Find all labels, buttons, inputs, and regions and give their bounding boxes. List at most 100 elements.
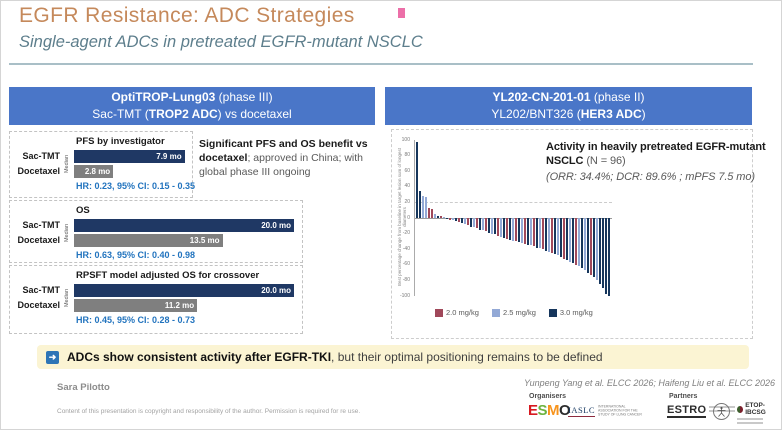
waterfall-bar (467, 218, 470, 226)
trial-right-line1: YL202-CN-201-01 (phase II) (385, 89, 752, 106)
waterfall-bar (590, 218, 593, 275)
etop-tagline-lines (737, 418, 781, 424)
waterfall-bar (494, 218, 497, 235)
right-activity-note: Activity in heavily pretreated EGFR-muta… (546, 140, 781, 184)
bar-track: 20.0 mo (74, 218, 302, 232)
summary-ribbon: ➜ ADCs show consistent activity after EG… (37, 345, 749, 369)
trial-left-drug: Sac-TMT ( (92, 107, 149, 121)
os-hazard-ratio: HR: 0.63, 95% CI: 0.40 - 0.98 (76, 250, 196, 260)
waterfall-bar (503, 218, 506, 238)
waterfall-bar (593, 218, 596, 278)
pfs-chart-title: PFS by investigator (76, 136, 165, 147)
right-chart-frame (391, 129, 753, 339)
y-tick-label: -100 (399, 292, 410, 299)
rpsft-chart-panel: RPSFT model adjusted OS for crossover Me… (9, 265, 303, 334)
os-row-docetaxel: Docetaxel 13.5 mo (10, 233, 302, 247)
y-tick-label: -80 (402, 276, 410, 283)
esmo-letter: E (528, 402, 538, 419)
legend-item: 2.0 mg/kg (435, 308, 479, 317)
legend-swatch (548, 308, 557, 317)
waterfall-bar (422, 196, 425, 218)
waterfall-bar (530, 218, 533, 246)
row-label: Sac-TMT (22, 285, 60, 295)
bar-value-label: 11.2 mo (164, 300, 195, 310)
row-label: Docetaxel (17, 300, 60, 310)
bar-value-label: 20.0 mo (261, 220, 291, 230)
waterfall-bar (428, 207, 431, 218)
waterfall-bar (545, 218, 548, 251)
waterfall-bar (479, 218, 482, 230)
etop-logo-row: ETOP-IBCSG (737, 402, 781, 416)
os-bar-docetaxel: 13.5 mo (74, 233, 223, 247)
waterfall-bar (509, 218, 512, 240)
waterfall-bar (452, 218, 455, 221)
title-divider (9, 63, 753, 65)
rpsft-chart-title: RPSFT model adjusted OS for crossover (76, 270, 260, 281)
waterfall-bar (602, 218, 605, 289)
waterfall-bar (563, 218, 566, 259)
waterfall-bar (608, 218, 611, 296)
waterfall-bar (512, 218, 515, 241)
trial-right-phase: (phase II) (590, 89, 645, 104)
median-label: Median (64, 223, 71, 242)
waterfall-bar (455, 218, 458, 222)
pfs-bar-docetaxel: 2.8 mo (74, 164, 114, 178)
trial-right-drug: YL202/BNT326 ( (491, 107, 581, 121)
legend-label: 2.0 mg/kg (446, 308, 479, 317)
waterfall-bar (491, 218, 494, 234)
waterfall-bar (482, 218, 485, 231)
row-label: Sac-TMT (22, 220, 60, 230)
trial-right-close: ) (641, 107, 646, 121)
bar-track: 2.8 mo (74, 164, 192, 178)
legend-label: 3.0 mg/kg (559, 308, 593, 317)
trial-left-adc-type: TROP2 ADC (148, 107, 218, 121)
waterfall-bar (557, 218, 560, 256)
y-tick-label: 80 (404, 152, 410, 159)
bar-value-label: 2.8 mo (84, 166, 111, 176)
rpsft-bar-sactmt: 20.0 mo (74, 283, 294, 297)
iaslc-tagline: INTERNATIONAL ASSOCIATION FOR THE STUDY … (598, 405, 642, 417)
waterfall-bar (476, 218, 479, 229)
right-note-stats: (ORR: 34.4%; DCR: 89.6% ; mPFS 7.5 mo) (546, 170, 755, 183)
copyright-notice: Content of this presentation is copyrigh… (57, 408, 361, 415)
waterfall-bar (458, 218, 461, 222)
rpsft-median-axis-label: Median (61, 283, 73, 312)
y-tick-label: 100 (401, 136, 410, 143)
waterfall-bar (515, 218, 518, 242)
legend-item: 2.5 mg/kg (491, 308, 536, 317)
pfs-hazard-ratio: HR: 0.23, 95% CI: 0.15 - 0.35 (76, 181, 196, 191)
etop-swirl-icon (737, 405, 744, 413)
waterfall-bar (518, 218, 521, 243)
partners-label: Partners (669, 393, 698, 400)
waterfall-bar (566, 218, 569, 261)
row-label: Sac-TMT (22, 151, 60, 161)
waterfall-bar (464, 218, 467, 225)
rpsft-row-sactmt: Sac-TMT 20.0 mo (10, 283, 302, 297)
waterfall-bar (506, 218, 509, 240)
summary-rest: , but their optimal positioning remains … (331, 350, 603, 364)
esmo-letter: O (559, 402, 571, 419)
slide-title: EGFR Resistance: ADC Strategies (19, 4, 355, 27)
waterfall-bar (485, 218, 488, 232)
row-label: Docetaxel (17, 166, 60, 176)
left-note-bold: Significant PFS and OS benefit vs doceta… (199, 138, 368, 165)
os-chart-rows: Median Sac-TMT 20.0 mo Docetaxel 13.5 mo (10, 218, 302, 247)
waterfall-bar (542, 218, 545, 250)
esmo-logo: ESMO (528, 402, 571, 419)
waterfall-bar (470, 218, 473, 227)
waterfall-bar (551, 218, 554, 254)
waterfall-bar (416, 142, 419, 218)
left-note-rest: ; approved in China; with global phase I… (199, 152, 364, 179)
y-tick-label: 60 (404, 167, 410, 174)
waterfall-bar (434, 214, 437, 218)
trial-right-adc-type: HER3 ADC (580, 107, 642, 121)
pfs-bar-sactmt: 7.9 mo (74, 149, 185, 163)
author-name: Sara Pilotto (57, 382, 110, 393)
waterfall-bar (533, 218, 536, 247)
slide-subtitle: Single-agent ADCs in pretreated EGFR-mut… (19, 33, 423, 51)
rpsft-chart-rows: Median Sac-TMT 20.0 mo Docetaxel 11.2 mo (10, 283, 302, 312)
waterfall-y-axis: 100 80 60 40 20 0 -20 -40 -60 -80 -100 (397, 136, 411, 299)
waterfall-bar (527, 218, 530, 245)
right-note-n: (N = 96) (583, 155, 626, 168)
waterfall-bar (443, 217, 446, 218)
